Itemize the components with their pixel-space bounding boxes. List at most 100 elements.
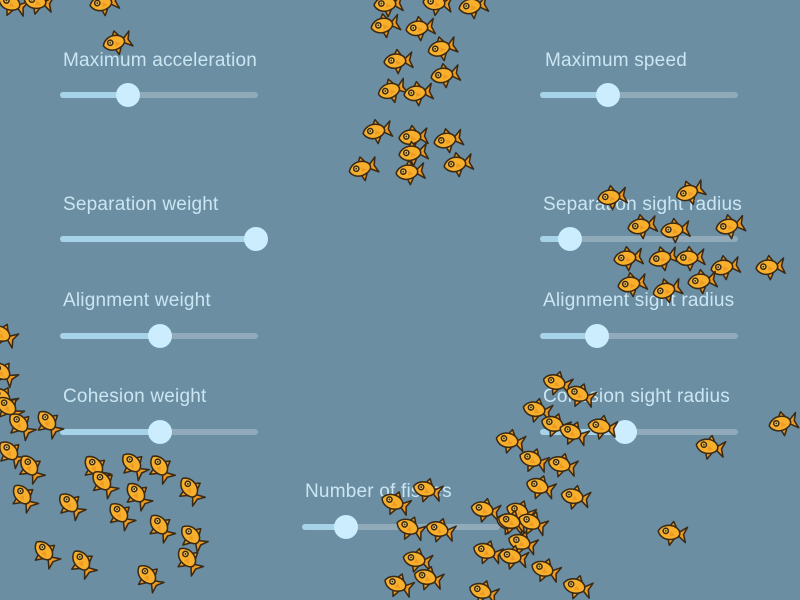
slider-track-cohesion-sight-radius[interactable] — [540, 420, 738, 444]
fish-icon — [0, 354, 22, 392]
fish-icon — [0, 405, 40, 445]
fish-icon — [427, 59, 462, 91]
slider-track-maximum-speed[interactable] — [540, 83, 738, 107]
slider-thumb-cohesion-sight-radius[interactable] — [613, 420, 637, 444]
slider-label-alignment-sight-radius: Alignment sight radius — [543, 290, 735, 311]
fish-icon — [692, 431, 727, 463]
slider-track-cohesion-weight[interactable] — [60, 420, 258, 444]
fish-icon — [381, 47, 414, 76]
fish-icon — [0, 317, 21, 353]
slider-fill-number-of-fishes — [302, 524, 346, 530]
slider-label-number-of-fishes: Number of fishes — [305, 481, 452, 502]
fish-icon — [495, 541, 530, 573]
slider-track-alignment-weight[interactable] — [60, 324, 258, 348]
fish-icon — [396, 123, 429, 152]
fish-icon — [645, 242, 681, 274]
fish-icon — [359, 115, 394, 147]
fish-icon — [168, 540, 207, 580]
slider-label-cohesion-weight: Cohesion weight — [63, 386, 207, 407]
slider-track-maximum-acceleration[interactable] — [60, 83, 258, 107]
fish-icon — [430, 124, 465, 156]
fish-icon — [20, 0, 55, 18]
slider-label-maximum-speed: Maximum speed — [545, 50, 687, 71]
slider-track-alignment-sight-radius[interactable] — [540, 324, 738, 348]
fish-icon — [673, 244, 706, 273]
fish-icon — [513, 505, 551, 541]
fish-icon — [0, 0, 31, 21]
slider-fill-separation-weight — [60, 236, 256, 242]
slider-fill-maximum-speed — [540, 92, 608, 98]
fish-icon — [526, 552, 564, 587]
fish-icon — [707, 251, 742, 283]
fish-icon — [420, 0, 453, 17]
slider-label-separation-weight: Separation weight — [63, 194, 219, 215]
fish-icon — [28, 403, 67, 443]
fish-icon — [345, 151, 381, 185]
fish-icon — [0, 433, 30, 473]
fish-icon — [514, 442, 552, 477]
fish-icon — [753, 252, 786, 282]
fish-icon — [501, 494, 539, 529]
fish-icon — [401, 78, 435, 108]
fish-icon — [367, 9, 402, 41]
fish-icon — [0, 388, 28, 427]
slider-thumb-maximum-acceleration[interactable] — [116, 83, 140, 107]
fish-icon — [117, 475, 156, 515]
slider-thumb-alignment-weight[interactable] — [148, 324, 172, 348]
slider-track-separation-weight[interactable] — [60, 227, 268, 251]
slider-fill-maximum-acceleration — [60, 92, 128, 98]
slider-fill-separation-sight-radius — [540, 236, 570, 242]
fish-icon — [379, 567, 417, 600]
fish-icon — [128, 557, 168, 597]
fish-icon — [86, 0, 121, 19]
fish-icon — [171, 470, 209, 510]
slider-thumb-number-of-fishes[interactable] — [334, 515, 358, 539]
fish-icon — [0, 379, 21, 417]
fish-icon — [25, 533, 64, 573]
slider-label-alignment-weight: Alignment weight — [63, 290, 211, 311]
slider-label-separation-sight-radius: Separation sight radius — [543, 194, 742, 215]
slider-fill-alignment-sight-radius — [540, 333, 597, 339]
fish-icon — [422, 513, 458, 547]
fish-icon — [455, 0, 490, 22]
fish-icon — [3, 477, 42, 517]
fish-icon — [113, 445, 153, 485]
slider-label-cohesion-sight-radius: Cohesion sight radius — [543, 386, 730, 407]
fish-icon — [50, 485, 90, 525]
fish-icon — [544, 448, 580, 482]
fish-icon — [765, 407, 800, 439]
fish-icon — [424, 31, 460, 65]
slider-track-number-of-fishes[interactable] — [302, 515, 500, 539]
fish-icon — [440, 148, 475, 180]
fish-icon — [559, 570, 595, 600]
fish-icon — [75, 448, 114, 488]
fish-icon — [371, 0, 404, 19]
slider-thumb-cohesion-weight[interactable] — [148, 420, 172, 444]
fish-icon — [491, 506, 528, 540]
fish-icon — [399, 544, 434, 576]
slider-thumb-separation-weight[interactable] — [244, 227, 268, 251]
slider-label-maximum-acceleration: Maximum acceleration — [63, 50, 258, 71]
fish-icon — [536, 408, 573, 442]
fish-icon — [100, 495, 140, 535]
slider-thumb-separation-sight-radius[interactable] — [558, 227, 582, 251]
fish-icon — [393, 157, 426, 187]
fish-icon — [655, 518, 689, 548]
slider-fill-alignment-weight — [60, 333, 160, 339]
fish-icon — [611, 243, 645, 273]
fish-icon — [373, 73, 410, 107]
fish-icon — [464, 575, 501, 600]
fish-icon — [503, 526, 540, 560]
fish-icon — [140, 507, 179, 547]
slider-thumb-maximum-speed[interactable] — [596, 83, 620, 107]
slider-track-separation-sight-radius[interactable] — [540, 227, 738, 251]
fish-icon — [172, 517, 212, 557]
fish-icon — [11, 448, 49, 488]
fish-icon — [467, 494, 502, 526]
fish-icon — [521, 470, 558, 504]
slider-thumb-alignment-sight-radius[interactable] — [585, 324, 609, 348]
fish-icon — [557, 481, 592, 513]
fish-icon — [63, 543, 101, 583]
fish-icon — [410, 561, 446, 595]
